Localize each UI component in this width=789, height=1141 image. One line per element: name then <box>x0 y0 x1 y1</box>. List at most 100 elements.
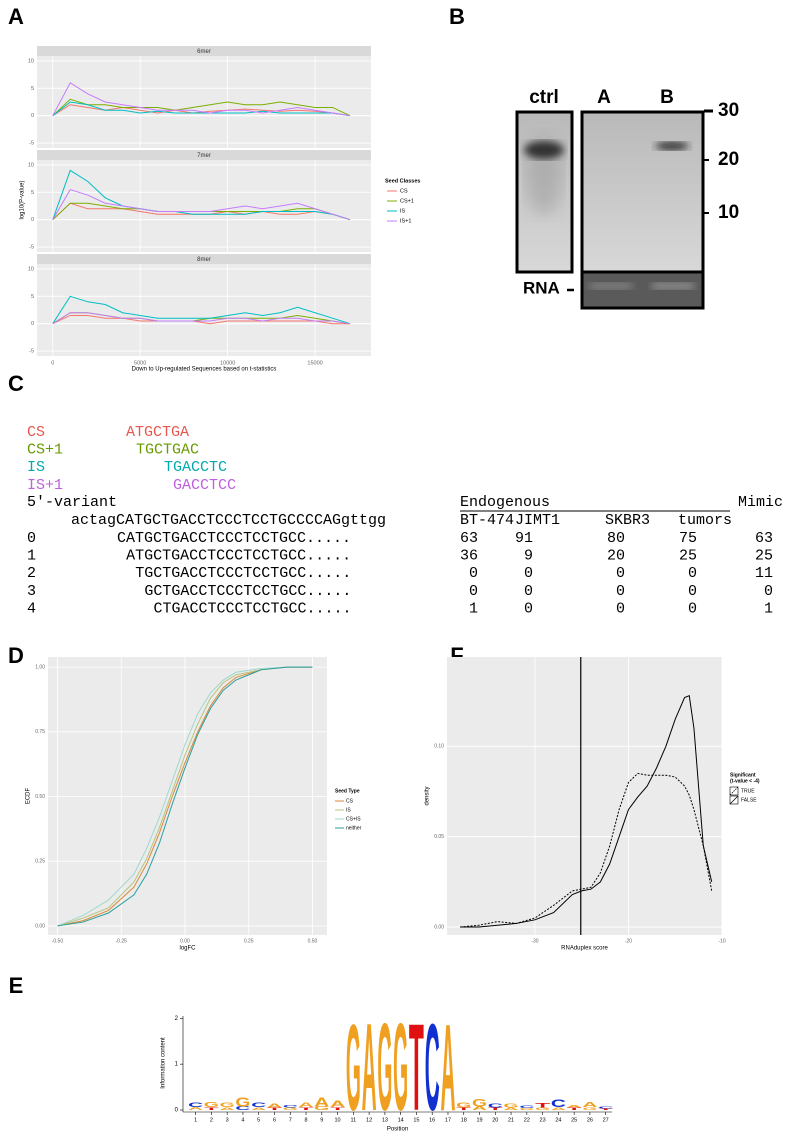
legend-label: CS <box>400 188 408 194</box>
count: 20 <box>607 548 625 565</box>
count: 25 <box>679 548 697 565</box>
x-tick-label: 15000 <box>307 360 322 366</box>
count: 0 <box>524 565 533 582</box>
logo-letter: T <box>535 1102 550 1109</box>
logo-letter: C <box>235 1106 250 1112</box>
count: 0 <box>469 583 478 600</box>
seed-class-name: IS+1 <box>27 477 63 494</box>
x-tick-label: 0.50 <box>308 938 318 944</box>
logo-letter: T <box>330 1107 345 1111</box>
logo-letter: T <box>299 1107 314 1111</box>
logo-letter: G <box>314 1106 329 1112</box>
y-tick-label: 0.10 <box>434 744 444 750</box>
mimic-header: Mimic <box>738 494 783 511</box>
y-tick-label: 1 <box>175 1062 179 1068</box>
mimic-count: 1 <box>764 600 773 617</box>
logo-letter: A <box>362 998 377 1137</box>
plot-panel <box>37 264 371 356</box>
count: 0 <box>524 583 533 600</box>
y-tick-label: 0.05 <box>434 834 444 840</box>
data-line <box>52 295 351 325</box>
x-tick-label: 11 <box>350 1117 356 1123</box>
y-tick-label: 0.00 <box>35 923 45 929</box>
panel-label: B <box>449 4 465 29</box>
facet-strip <box>37 254 371 264</box>
x-tick-label: 0 <box>51 360 54 366</box>
y-tick-label: -5 <box>29 141 34 147</box>
x-tick-label: 25 <box>571 1117 577 1123</box>
x-tick-label: 8 <box>304 1117 307 1123</box>
logo-letter: A <box>504 1107 519 1111</box>
y-axis-label: ECDF <box>26 788 32 805</box>
logo-letter: T <box>204 1107 219 1111</box>
row-sequence: TGCTGACCTCCCTCCTGCC..... <box>135 565 351 582</box>
x-tick-label: 7 <box>289 1117 292 1123</box>
legend-key-line <box>729 786 739 796</box>
x-axis-label: logFC <box>179 946 196 952</box>
logo-letter: A <box>188 1106 203 1111</box>
logo-letter: G <box>519 1108 534 1111</box>
legend-title: Seed Classes <box>385 178 420 184</box>
logo-letter: A <box>330 1099 345 1109</box>
row-index: 3 <box>27 583 36 600</box>
x-tick-label: 21 <box>508 1117 514 1123</box>
x-tick-label: 26 <box>587 1117 593 1123</box>
legend-title: Seed Type <box>335 788 360 794</box>
logo-letter: A <box>551 1107 566 1111</box>
y-tick-label: 10 <box>28 58 34 64</box>
logo-letter: C <box>519 1105 534 1109</box>
y-tick-label: 5 <box>31 294 34 300</box>
lane-label: A <box>597 87 611 108</box>
x-tick-label: 27 <box>603 1117 609 1123</box>
row-index: 4 <box>27 600 36 617</box>
logo-letter: G <box>393 998 408 1137</box>
lane-label: ctrl <box>529 87 559 108</box>
data-line <box>460 772 713 928</box>
x-tick-label: -30 <box>531 938 538 944</box>
y-tick-label: 5 <box>31 86 34 92</box>
legend-key-line <box>729 795 739 805</box>
seed-class-name: IS <box>27 459 45 476</box>
legend-title: Significant <box>730 772 756 778</box>
x-tick-label: 18 <box>461 1117 467 1123</box>
column-header: BT-474 <box>460 512 514 529</box>
data-line <box>52 312 351 325</box>
row-sequence: GCTGACCTCCCTCCTGCC..... <box>144 583 351 600</box>
logo-letter: T <box>267 1107 282 1111</box>
panel-label: A <box>8 4 24 29</box>
seed-sequence: GACCTCC <box>173 477 236 494</box>
logo-letter: A <box>567 1104 582 1108</box>
x-tick-label: 16 <box>429 1117 435 1123</box>
x-tick-label: 0.00 <box>180 938 190 944</box>
mimic-count: 11 <box>755 565 773 582</box>
x-tick-label: 14 <box>398 1117 404 1123</box>
count: 91 <box>515 530 533 547</box>
logo-letter: G <box>582 1107 597 1111</box>
x-tick-label: -20 <box>625 938 632 944</box>
logo-letter: G <box>377 998 392 1137</box>
facet-strip <box>37 46 371 56</box>
legend-label: neither <box>346 825 362 831</box>
x-tick-label: 9 <box>320 1117 323 1123</box>
x-axis-label: RNAduplex score <box>561 946 608 952</box>
row-index: 2 <box>27 565 36 582</box>
x-tick-label: 19 <box>476 1117 482 1123</box>
marker-label: 10 <box>718 202 739 223</box>
data-line <box>52 314 351 325</box>
gel-lane-box <box>580 110 705 274</box>
logo-letter: T <box>409 998 424 1137</box>
row-index: 0 <box>27 530 36 547</box>
x-tick-label: 0.25 <box>244 938 254 944</box>
count: 36 <box>460 548 478 565</box>
logo-letter: T <box>488 1107 503 1111</box>
y-tick-label: 2 <box>175 1016 179 1022</box>
legend-label: TRUE <box>741 788 755 794</box>
y-tick-label: 10 <box>28 162 34 168</box>
seed-sequence: TGCTGAC <box>136 442 199 459</box>
logo-letter: A <box>251 1107 266 1111</box>
x-tick-label: 4 <box>241 1117 244 1123</box>
data-line <box>57 666 313 927</box>
count: 0 <box>616 565 625 582</box>
y-axis-label: log10(P-value) <box>20 180 26 219</box>
logo-letter: T <box>456 1107 471 1111</box>
